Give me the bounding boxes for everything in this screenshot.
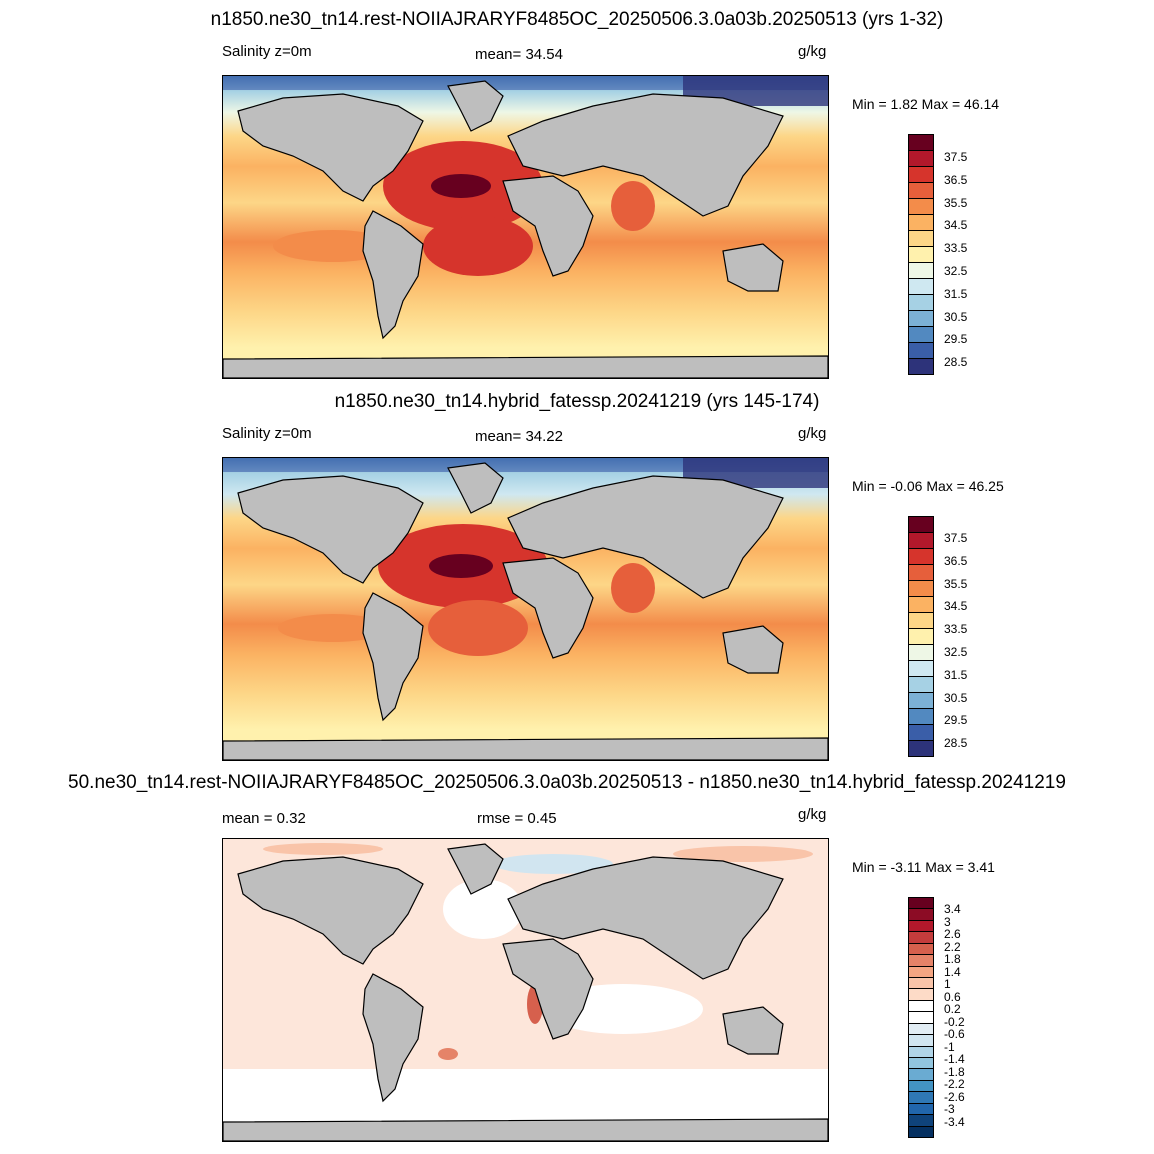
colorbar-swatch [908,724,934,741]
colorbar-tick-label: 29.5 [944,332,968,347]
panel1-units-label: g/kg [798,43,827,60]
colorbar-swatch [908,708,934,725]
panel2-map [222,457,829,761]
colorbar-tick-label: -1 [944,1039,955,1054]
colorbar-swatch [908,182,934,199]
colorbar-tick-label: 3.4 [944,902,961,916]
colorbar-tick-label: 34.5 [944,218,968,233]
colorbar-tick-label: -3.4 [944,1114,965,1129]
colorbar-tick-label: 1.4 [944,964,961,979]
colorbar-tick-label: 31.5 [944,667,968,682]
panel1-mean-label: mean= 34.54 [475,46,563,63]
colorbar-tick-label: -2.2 [944,1077,965,1091]
colorbar-tick-label: -1.8 [944,1064,965,1079]
colorbar-swatch [908,564,934,581]
colorbar-swatch [908,358,934,375]
colorbar-swatch [908,214,934,231]
colorbar-tick-label: 37.5 [944,531,968,545]
panel1-title: n1850.ne30_tn14.rest-NOIIAJRARYF8485OC_2… [210,9,944,30]
colorbar-swatch [908,198,934,215]
colorbar-swatch [908,692,934,709]
panel3-mean-label: mean = 0.32 [222,810,306,827]
colorbar-tick-label: 1.8 [944,952,961,966]
panel1-map-svg [223,76,828,378]
colorbar-swatch [908,262,934,279]
colorbar-swatch [908,134,934,151]
panel2-units-label: g/kg [798,425,827,442]
colorbar-swatch [908,230,934,247]
colorbar-swatch [908,548,934,565]
colorbar-tick-label: 0.2 [944,1002,961,1016]
panel3-minmax: Min = -3.11 Max = 3.41 [852,859,995,875]
colorbar-tick-label: 29.5 [944,713,968,728]
colorbar-tick-label: -2.6 [944,1089,965,1104]
colorbar-tick-label: -0.6 [944,1027,965,1041]
colorbar-swatch [908,516,934,533]
colorbar-swatch [908,1125,934,1138]
colorbar-swatch [908,246,934,263]
colorbar-tick-label: -3 [944,1102,955,1116]
colorbar-tick-label: 2.6 [944,927,961,941]
colorbar-swatch [908,310,934,327]
colorbar-tick-label: 35.5 [944,576,968,591]
colorbar-tick-label: 28.5 [944,355,968,370]
colorbar-tick-label: 28.5 [944,736,968,751]
colorbar-tick-label: 0.6 [944,989,961,1004]
colorbar-swatch [908,278,934,295]
colorbar-tick-label: 36.5 [944,553,968,568]
panel2-minmax: Min = -0.06 Max = 46.25 [852,478,1004,494]
panel3-rmse-label: rmse = 0.45 [477,810,557,827]
colorbar-swatch [908,166,934,183]
colorbar-tick-label: 36.5 [944,172,968,187]
panel3-map-svg [223,839,828,1141]
colorbar-tick-label: 35.5 [944,195,968,210]
panel2-title: n1850.ne30_tn14.hybrid_fatessp.20241219 … [334,391,820,412]
colorbar-swatch [908,580,934,597]
colorbar-tick-label: 32.5 [944,645,968,659]
panel2-mean-label: mean= 34.22 [475,428,563,445]
colorbar-tick-label: 30.5 [944,690,968,705]
panel2-map-svg [223,458,828,760]
colorbar-swatch [908,676,934,693]
colorbar-swatch [908,294,934,311]
colorbar-tick-label: 32.5 [944,264,968,278]
colorbar-tick-label: 33.5 [944,241,968,256]
colorbar-tick-label: 3 [944,914,951,929]
colorbar-tick-label: 37.5 [944,150,968,164]
panel3-map [222,838,829,1142]
colorbar-tick-label: 34.5 [944,599,968,614]
panel1-map [222,75,829,379]
colorbar-swatch [908,150,934,167]
colorbar-swatch [908,532,934,549]
colorbar-swatch [908,326,934,343]
colorbar-swatch [908,660,934,677]
colorbar-swatch [908,628,934,645]
colorbar-tick-label: 30.5 [944,309,968,324]
colorbar-tick-label: 2.2 [944,939,961,954]
panel2-variable-label: Salinity z=0m [222,425,312,442]
colorbar-tick-label: 31.5 [944,286,968,301]
colorbar-swatch [908,740,934,757]
colorbar-swatch [908,644,934,661]
colorbar-swatch [908,612,934,629]
colorbar-tick-label: -1.4 [944,1052,965,1066]
colorbar-tick-label: -0.2 [944,1014,965,1029]
colorbar-tick-label: 33.5 [944,622,968,637]
panel1-minmax: Min = 1.82 Max = 46.14 [852,96,1000,112]
colorbar-swatch [908,596,934,613]
panel1-variable-label: Salinity z=0m [222,43,312,60]
colorbar-swatch [908,342,934,359]
panel3-title: 50.ne30_tn14.rest-NOIIAJRARYF8485OC_2025… [68,772,1066,793]
panel3-units-label: g/kg [798,806,827,823]
colorbar-tick-label: 1 [944,977,951,991]
